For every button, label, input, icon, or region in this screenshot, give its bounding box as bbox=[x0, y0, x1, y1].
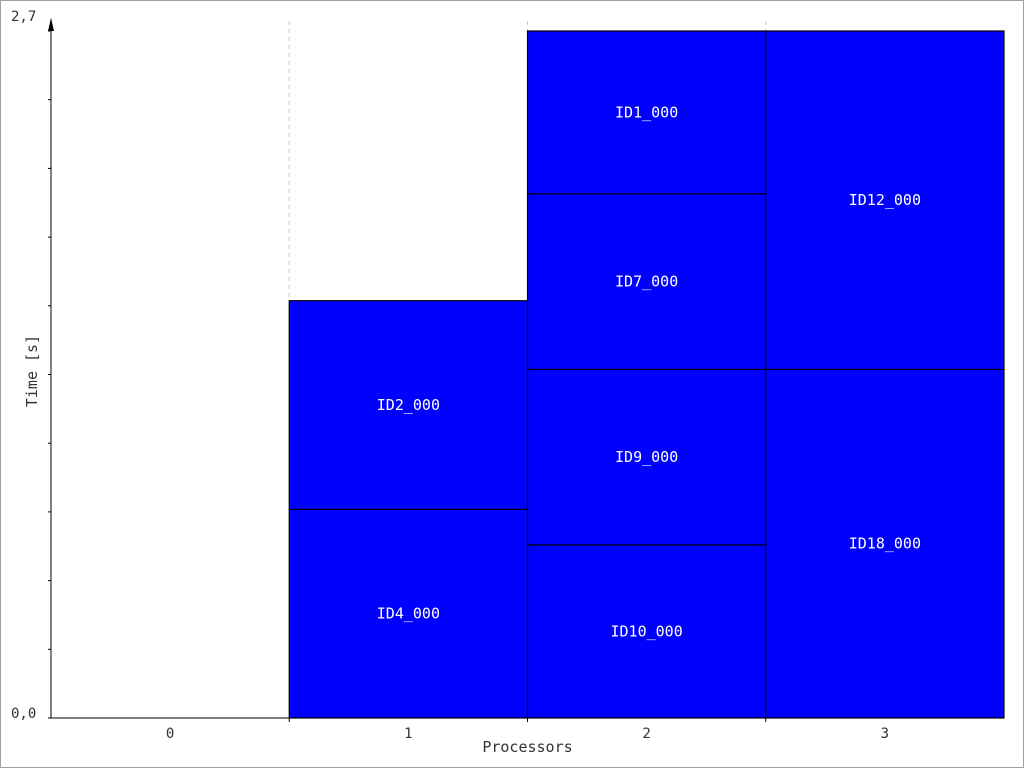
task-bars: ID4_000 ID2_000 ID10_000 ID9_000 ID7_000 ID1_… bbox=[288, 30, 1005, 719]
y-axis-arrow bbox=[48, 18, 54, 31]
task-label: ID12_000 bbox=[849, 191, 921, 209]
task-bar bbox=[765, 30, 1005, 371]
task-bar bbox=[526, 368, 767, 546]
y-axis-label: Time [s] bbox=[23, 335, 41, 407]
x-tick-label: 1 bbox=[404, 726, 412, 742]
axis-labels: Processors Time [s] bbox=[23, 335, 573, 756]
task-label: ID2_000 bbox=[377, 396, 440, 414]
task-bar bbox=[526, 193, 767, 371]
task-bar bbox=[526, 30, 767, 195]
task-bar bbox=[765, 368, 1005, 719]
x-tick-label: 3 bbox=[881, 726, 889, 742]
task-label: ID7_000 bbox=[615, 273, 678, 291]
task-bar bbox=[288, 300, 529, 510]
task-bar bbox=[288, 508, 529, 719]
task-label: ID10_000 bbox=[611, 622, 683, 640]
task-label: ID4_000 bbox=[377, 605, 440, 623]
x-tick-label: 0 bbox=[166, 726, 174, 742]
y-tick-label: 2,7 bbox=[11, 9, 36, 25]
y-tick-label: 0,0 bbox=[11, 706, 36, 722]
axes: 0,0 2,7 0 1 2 3 bbox=[11, 9, 1004, 742]
task-label: ID9_000 bbox=[615, 448, 678, 466]
x-axis-label: Processors bbox=[482, 738, 572, 756]
x-tick-label: 2 bbox=[642, 726, 650, 742]
task-label: ID18_000 bbox=[849, 535, 921, 553]
task-label: ID1_000 bbox=[615, 103, 678, 121]
